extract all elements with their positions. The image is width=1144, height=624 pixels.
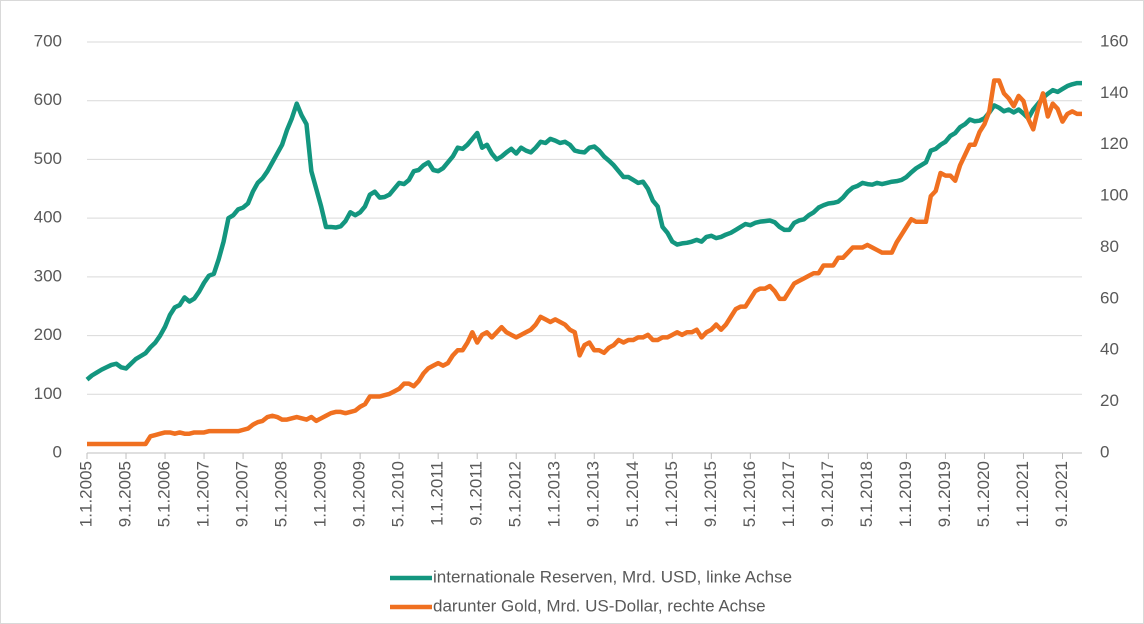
x-tick-label: 9.1.2009 — [350, 461, 369, 527]
legend-label: internationale Reserven, Mrd. USD, linke… — [433, 567, 792, 586]
x-tick-label: 1.1.2013 — [545, 461, 564, 527]
y2-tick-label: 40 — [1100, 340, 1119, 359]
x-tick-label: 1.1.2019 — [896, 461, 915, 527]
x-tick-label: 9.1.2011 — [467, 461, 486, 526]
x-tick-label: 5.1.2010 — [389, 461, 408, 527]
y-tick-label: 0 — [53, 442, 62, 461]
x-tick-label: 5.1.2008 — [272, 461, 291, 527]
x-tick-label: 5.1.2016 — [740, 461, 759, 527]
y-tick-label: 100 — [34, 384, 62, 403]
y-tick-label: 400 — [34, 208, 62, 227]
y2-tick-label: 20 — [1100, 391, 1119, 410]
y2-tick-label: 60 — [1100, 288, 1119, 307]
x-tick-label: 9.1.2015 — [701, 461, 720, 527]
x-tick-label: 1.1.2017 — [779, 461, 798, 527]
y-tick-label: 500 — [34, 149, 62, 168]
series-line — [87, 78, 1082, 447]
x-tick-label: 9.1.2021 — [1052, 461, 1071, 527]
x-tick-label: 1.1.2007 — [194, 461, 213, 527]
x-tick-label: 1.1.2015 — [662, 461, 681, 527]
x-tick-label: 5.1.2006 — [155, 461, 174, 527]
y-tick-label: 600 — [34, 90, 62, 109]
x-tick-label: 9.1.2005 — [116, 461, 135, 527]
y2-tick-label: 140 — [1100, 83, 1128, 102]
y2-tick-label: 160 — [1100, 31, 1128, 50]
x-tick-label: 5.1.2014 — [623, 461, 642, 527]
x-tick-label: 9.1.2013 — [584, 461, 603, 527]
y2-tick-label: 120 — [1100, 134, 1128, 153]
x-tick-label: 9.1.2017 — [818, 461, 837, 527]
x-tick-label: 1.1.2005 — [76, 461, 95, 527]
x-tick-label: 5.1.2020 — [974, 461, 993, 527]
y-tick-label: 200 — [34, 325, 62, 344]
x-tick-label: 9.1.2007 — [233, 461, 252, 527]
x-tick-label: 5.1.2018 — [857, 461, 876, 527]
y2-tick-label: 100 — [1100, 186, 1128, 205]
x-tick-label: 1.1.2021 — [1013, 461, 1032, 527]
series-line — [85, 80, 1082, 382]
y-tick-label: 700 — [34, 31, 62, 50]
x-tick-label: 5.1.2012 — [506, 461, 525, 527]
x-tick-label: 1.1.2009 — [311, 461, 330, 527]
y2-tick-label: 0 — [1100, 442, 1109, 461]
x-tick-label: 9.1.2019 — [935, 461, 954, 527]
x-tick-label: 1.1.2011 — [428, 461, 447, 526]
y-tick-label: 300 — [34, 266, 62, 285]
y2-tick-label: 80 — [1100, 237, 1119, 256]
legend-label: darunter Gold, Mrd. US-Dollar, rechte Ac… — [433, 596, 766, 615]
